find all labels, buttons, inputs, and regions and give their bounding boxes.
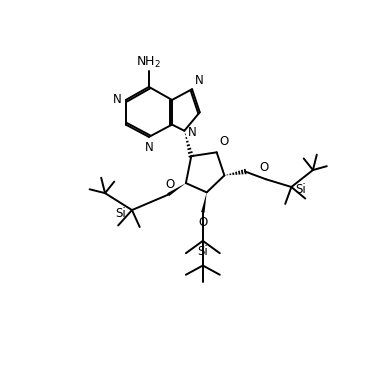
Polygon shape (167, 183, 186, 196)
Text: O: O (165, 178, 174, 191)
Text: N: N (113, 93, 122, 106)
Text: NH$_2$: NH$_2$ (136, 55, 161, 70)
Text: Si: Si (295, 183, 306, 196)
Text: O: O (220, 135, 229, 148)
Text: N: N (195, 74, 204, 87)
Text: O: O (198, 216, 208, 229)
Text: Si: Si (198, 246, 208, 259)
Text: O: O (260, 161, 269, 174)
Text: N: N (144, 141, 153, 154)
Text: N: N (188, 126, 197, 139)
Polygon shape (201, 192, 207, 213)
Text: Si: Si (115, 207, 126, 220)
